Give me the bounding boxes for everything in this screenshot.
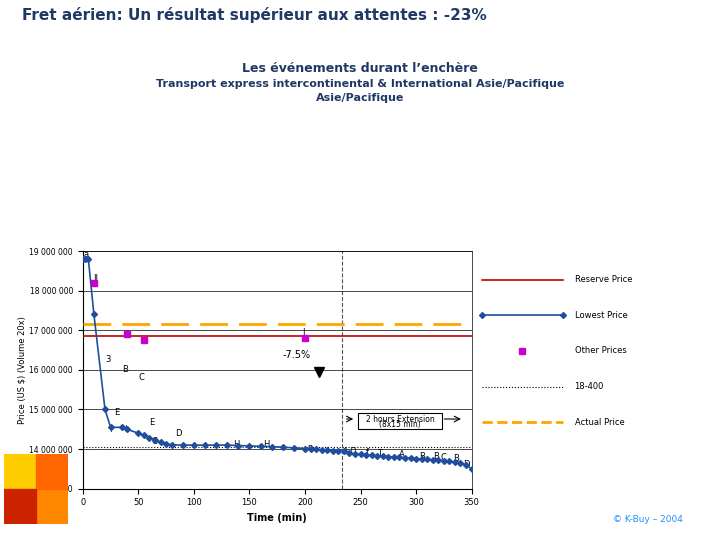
Text: D: D <box>463 460 469 469</box>
Text: Fret aérien: Un résultat supérieur aux attentes : -23%: Fret aérien: Un résultat supérieur aux a… <box>22 6 486 23</box>
Text: C: C <box>441 453 446 462</box>
Text: E: E <box>150 418 155 427</box>
X-axis label: Time (min): Time (min) <box>248 513 307 523</box>
Text: (8x15 min): (8x15 min) <box>379 420 420 429</box>
Text: B: B <box>419 451 426 461</box>
Text: 18-400: 18-400 <box>575 382 604 391</box>
Text: C: C <box>138 373 144 382</box>
Text: -7.5%: -7.5% <box>282 350 310 360</box>
Text: I: I <box>109 426 112 435</box>
Text: Asie/Pacifique: Asie/Pacifique <box>316 93 404 103</box>
Text: B: B <box>433 453 438 461</box>
Text: D: D <box>175 429 181 438</box>
Text: Reserve Price: Reserve Price <box>575 275 632 284</box>
Text: A D: A D <box>343 447 356 456</box>
Bar <box>4 489 36 524</box>
Text: H: H <box>233 440 239 449</box>
Text: f: f <box>366 448 369 457</box>
Text: © K-Buy – 2004: © K-Buy – 2004 <box>613 515 683 524</box>
Text: T: T <box>377 449 382 458</box>
Text: Les événements durant l’enchère: Les événements durant l’enchère <box>242 62 478 75</box>
Text: 2 hours Extension: 2 hours Extension <box>366 415 434 423</box>
Text: I: I <box>302 328 304 338</box>
Bar <box>4 454 36 489</box>
Text: Actual Price: Actual Price <box>575 417 624 427</box>
Text: a: a <box>84 250 89 259</box>
Y-axis label: Price (US $) (Volume 20x): Price (US $) (Volume 20x) <box>18 316 27 424</box>
FancyBboxPatch shape <box>359 414 441 429</box>
Text: Other Prices: Other Prices <box>575 346 626 355</box>
Text: Transport express intercontinental & International Asie/Pacifique: Transport express intercontinental & Int… <box>156 79 564 89</box>
Text: B: B <box>453 454 459 463</box>
Text: H: H <box>263 440 269 449</box>
Text: Lowest Price: Lowest Price <box>575 310 627 320</box>
Bar <box>36 454 68 489</box>
Text: C: C <box>152 437 158 447</box>
Text: B: B <box>122 365 127 374</box>
Text: 3: 3 <box>105 355 110 364</box>
Text: n: n <box>307 443 312 452</box>
Text: I: I <box>124 426 127 435</box>
Text: A: A <box>400 450 405 460</box>
Text: II: II <box>93 274 98 283</box>
Text: E: E <box>114 408 119 417</box>
